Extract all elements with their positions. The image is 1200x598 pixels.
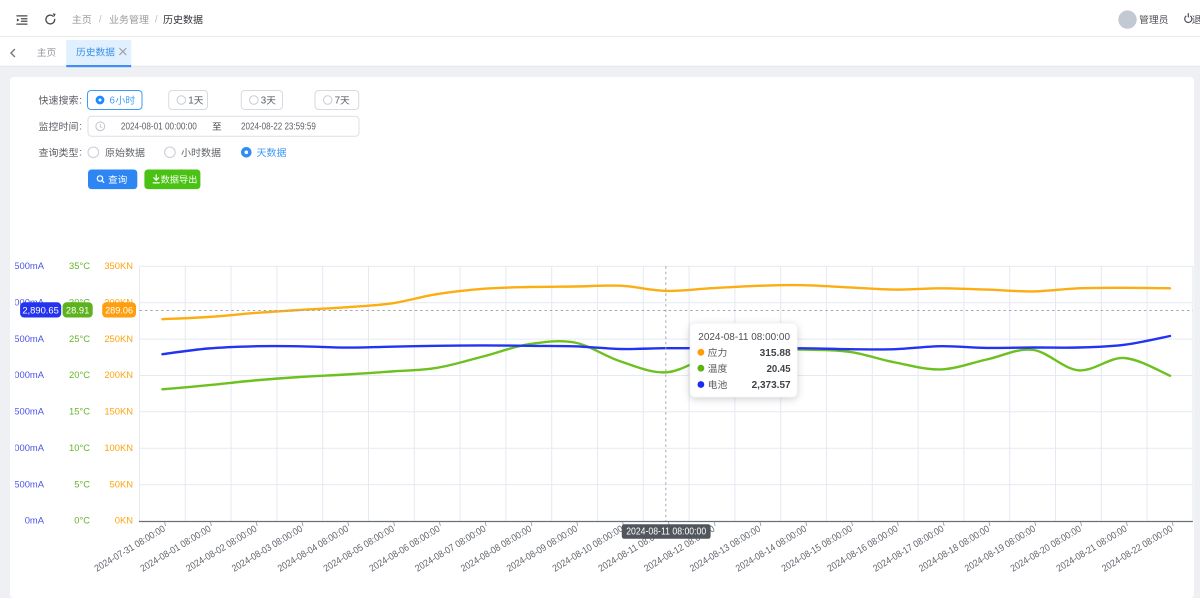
svg-text:20.45: 20.45 <box>767 363 791 375</box>
svg-text:289.06: 289.06 <box>105 305 133 316</box>
svg-text:2,373.57: 2,373.57 <box>752 379 791 391</box>
svg-text::: : <box>79 122 82 133</box>
svg-text:3,500mA: 3,500mA <box>6 260 44 271</box>
svg-text:1,500mA: 1,500mA <box>6 406 44 417</box>
svg-text:7: 7 <box>335 95 340 106</box>
svg-text:2,890.65: 2,890.65 <box>22 305 59 316</box>
svg-text:28.91: 28.91 <box>66 305 90 316</box>
svg-text:6: 6 <box>110 95 116 106</box>
svg-text:/: / <box>99 15 102 26</box>
svg-text:250KN: 250KN <box>104 333 133 344</box>
svg-text:315.88: 315.88 <box>760 347 791 359</box>
svg-text:3,000mA: 3,000mA <box>6 296 44 307</box>
svg-text:20°C: 20°C <box>69 369 90 380</box>
svg-text:3: 3 <box>261 95 267 106</box>
svg-text:10°C: 10°C <box>69 442 90 453</box>
svg-text:2024-08-11 08:00:00: 2024-08-11 08:00:00 <box>698 331 790 343</box>
svg-text:/: / <box>155 15 158 26</box>
svg-text:1: 1 <box>188 95 193 106</box>
svg-text:35°C: 35°C <box>69 260 90 271</box>
svg-text::: : <box>79 148 82 159</box>
svg-text:0KN: 0KN <box>115 515 133 526</box>
svg-text:25°C: 25°C <box>69 333 90 344</box>
svg-text::: : <box>79 95 82 106</box>
svg-text:1,000mA: 1,000mA <box>6 442 44 453</box>
svg-text:350KN: 350KN <box>104 260 133 271</box>
svg-text:200KN: 200KN <box>104 369 133 380</box>
svg-text:5°C: 5°C <box>74 478 90 489</box>
svg-text:500mA: 500mA <box>14 478 44 489</box>
svg-text:300KN: 300KN <box>104 296 133 307</box>
svg-text:2,000mA: 2,000mA <box>6 369 44 380</box>
svg-text:15°C: 15°C <box>69 406 90 417</box>
svg-text:30°C: 30°C <box>69 296 90 307</box>
svg-text:0°C: 0°C <box>74 515 90 526</box>
svg-text:50KN: 50KN <box>110 478 133 489</box>
svg-text:2024-08-22 23:59:59: 2024-08-22 23:59:59 <box>241 122 316 133</box>
svg-text:100KN: 100KN <box>104 442 133 453</box>
svg-text:150KN: 150KN <box>104 406 133 417</box>
svg-text:2,500mA: 2,500mA <box>6 333 44 344</box>
svg-text:0mA: 0mA <box>25 515 45 526</box>
svg-text:2024-08-01 00:00:00: 2024-08-01 00:00:00 <box>121 122 197 133</box>
svg-text:2024-08-11 08:00:00: 2024-08-11 08:00:00 <box>626 527 706 538</box>
